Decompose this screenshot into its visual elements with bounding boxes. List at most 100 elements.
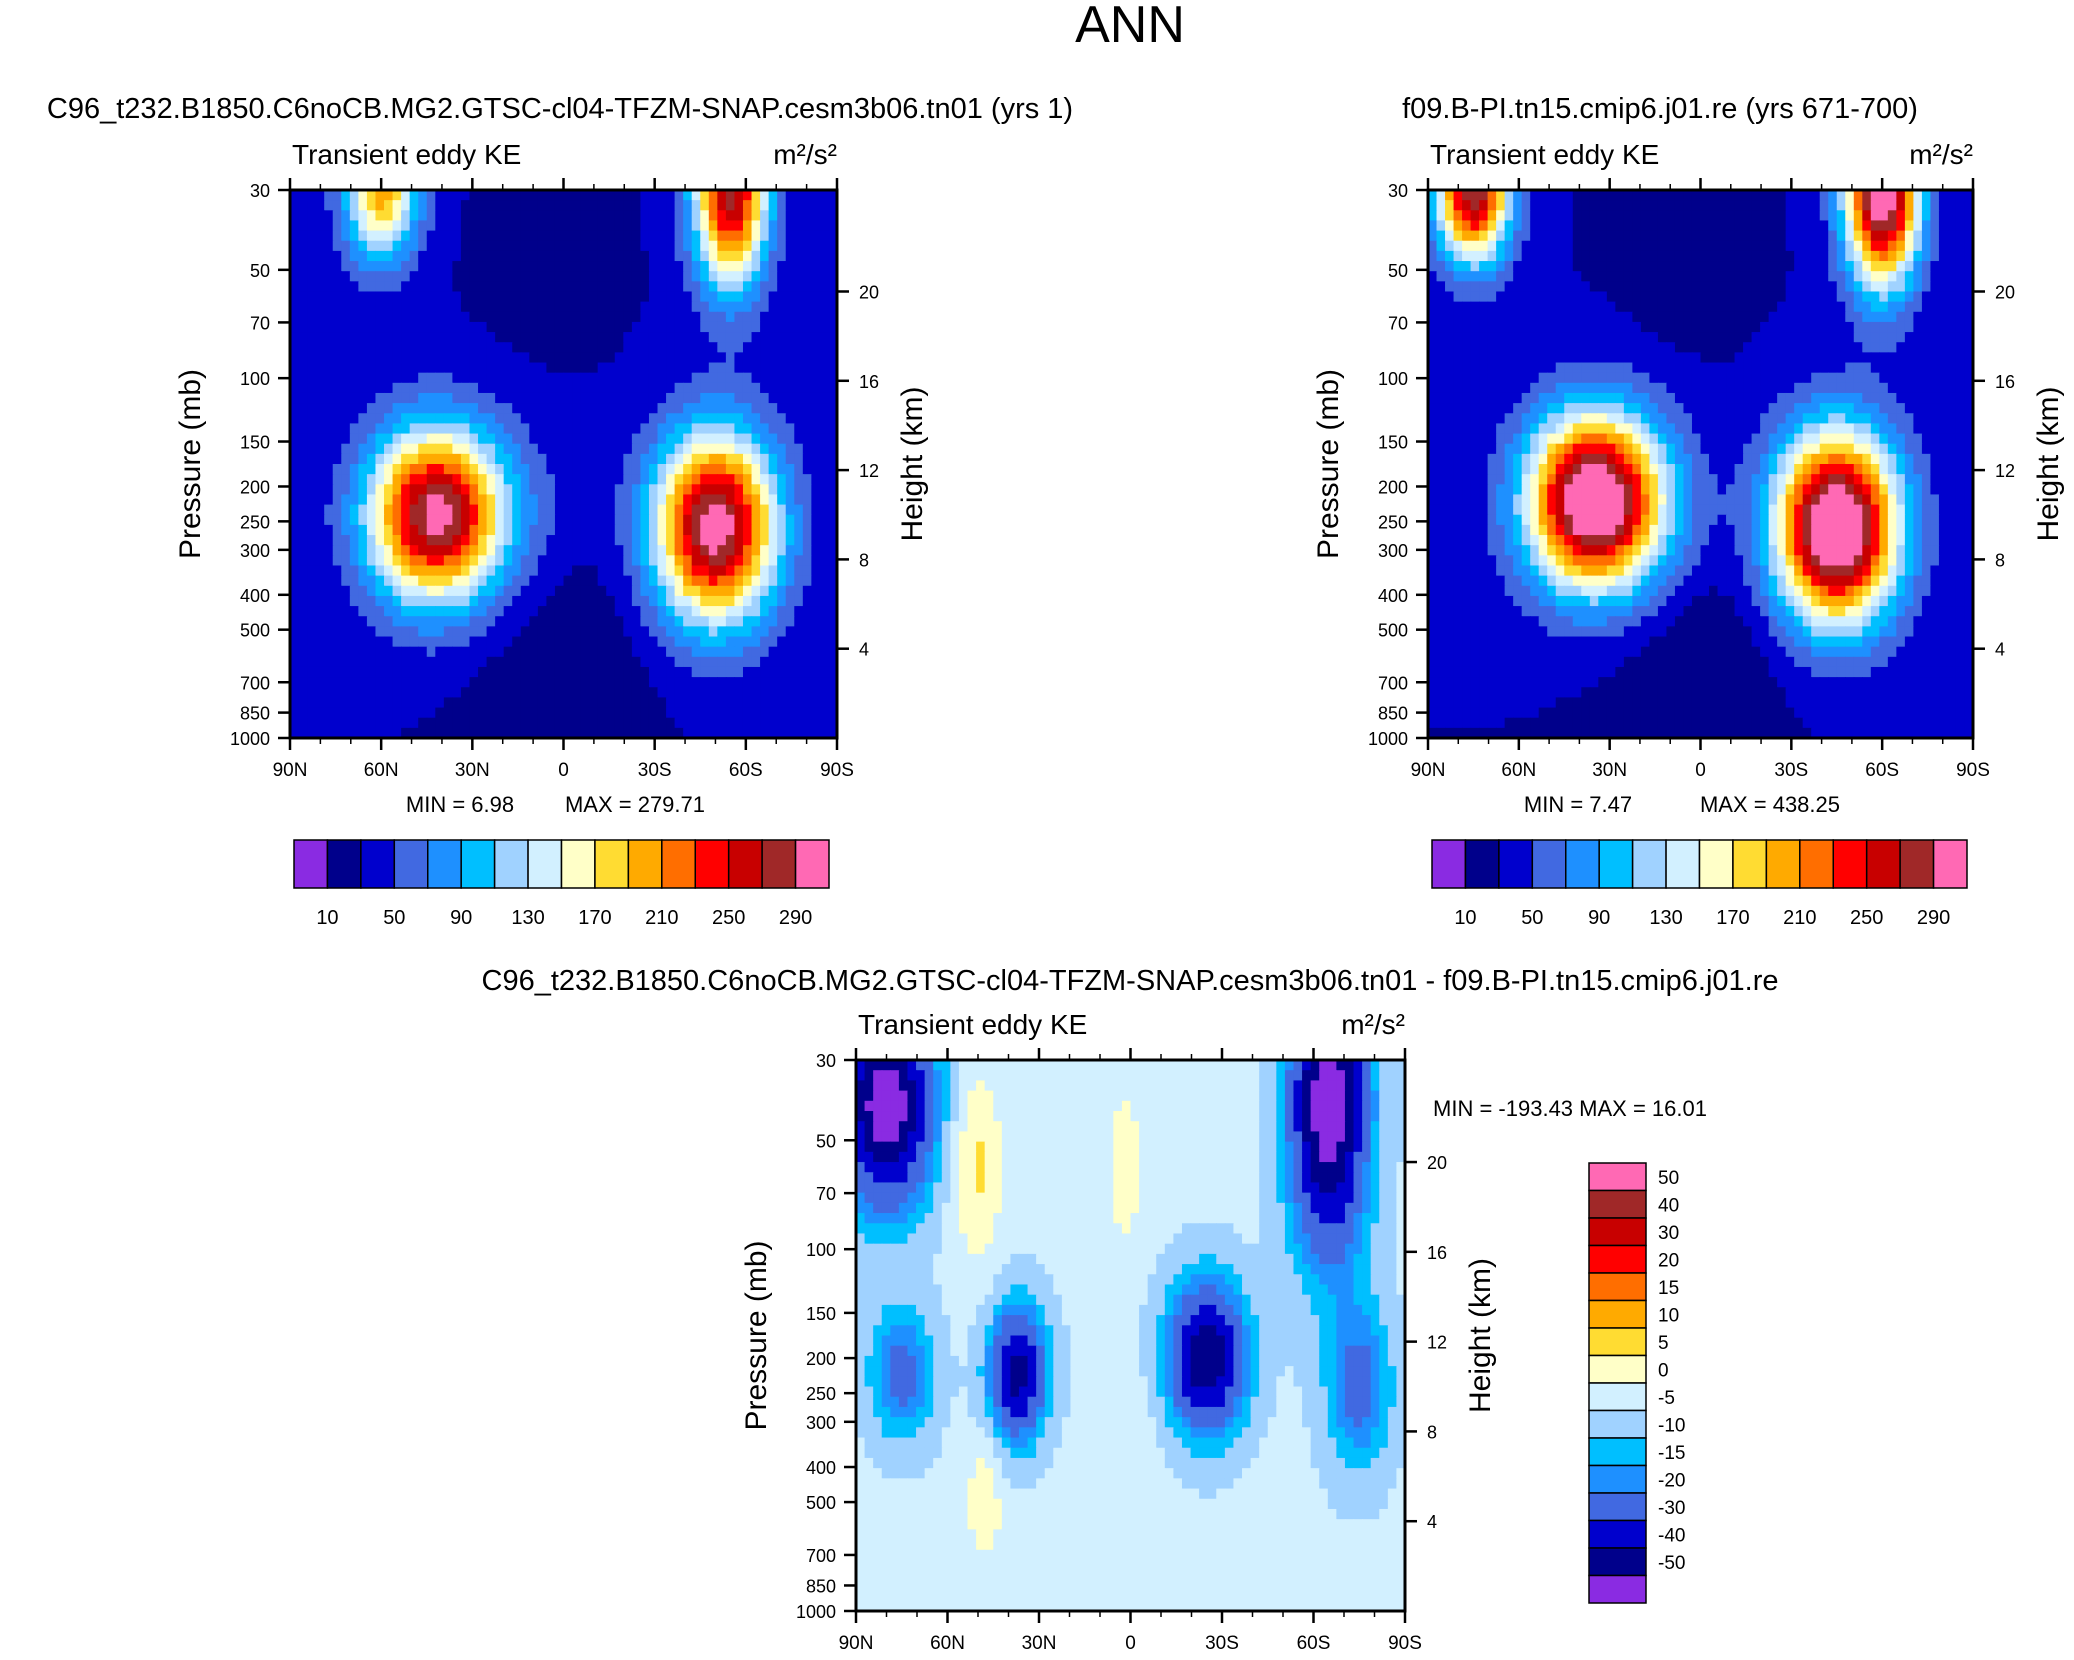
contour-cell [1649,190,1659,201]
contour-cell [742,636,753,648]
contour-cell [375,352,385,364]
contour-cell [683,250,693,262]
contour-cell [1428,392,1438,404]
contour-cell [460,494,471,506]
contour-cell [452,332,462,343]
contour-cell [742,484,753,496]
contour-cell [435,271,445,282]
contour-cell [802,281,812,293]
y-tick-label: 1000 [230,729,270,749]
contour-cell [606,443,616,455]
contour-cell [563,697,573,709]
contour-cell [597,504,607,516]
contour-cell [794,646,804,658]
contour-cell [469,413,479,425]
contour-cell [520,342,530,353]
contour-cell [666,311,676,323]
contour-cell [640,210,650,222]
contour-cell [1479,321,1489,333]
contour-cell [751,423,761,435]
contour-cell [648,230,659,242]
contour-cell [1572,271,1582,282]
contour-cell [478,535,488,546]
contour-cell [546,210,556,222]
contour-cell [341,524,351,536]
contour-cell [811,392,821,404]
contour-cell [349,504,359,516]
contour-cell [606,382,616,394]
contour-cell [751,656,761,668]
contour-cell [700,291,710,303]
contour-cell [606,321,616,333]
contour-cell [717,332,727,343]
contour-cell [785,504,795,516]
contour-cell [708,392,718,404]
contour-cell [572,677,582,688]
contour-cell [512,697,522,709]
contour-cell [597,281,607,293]
contour-cell [1657,200,1668,211]
contour-cell [1785,230,1795,242]
contour-cell [760,514,770,526]
contour-cell [1615,281,1625,293]
contour-cell [384,301,394,313]
contour-cell [572,220,582,232]
contour-cell [1640,372,1651,384]
contour-cell [298,423,308,435]
contour-cell [486,646,496,658]
contour-cell [384,372,394,384]
contour-cell [1955,190,1966,201]
contour-cell [1785,321,1795,333]
contour-cell [529,717,539,729]
contour-cell [683,687,693,699]
contour-cell [760,484,770,496]
contour-cell [597,342,607,353]
contour-cell [717,403,727,414]
contour-cell [751,524,761,536]
contour-cell [546,524,556,536]
contour-cell [1819,321,1829,333]
contour-cell [443,514,453,526]
contour-cell [366,372,377,384]
contour-cell [1862,230,1872,242]
contour-cell [486,727,496,739]
contour-cell [520,707,530,719]
contour-cell [366,504,377,516]
contour-cell [777,342,787,353]
contour-cell [1496,240,1506,252]
contour-cell [691,666,701,678]
contour-cell [307,616,317,627]
contour-cell [486,474,496,485]
contour-cell [375,565,385,577]
contour-cell [520,535,530,546]
contour-cell [1683,301,1693,313]
contour-cell [631,606,642,617]
contour-cell [409,220,419,232]
contour-cell [631,595,642,607]
contour-cell [1870,342,1880,353]
contour-cell [384,545,394,556]
contour-cell [597,352,607,364]
contour-cell [1462,261,1472,272]
contour-cell [1845,352,1855,364]
contour-cell [717,575,727,587]
contour-cell [1955,261,1966,272]
contour-cell [563,200,573,211]
contour-cell [1921,362,1932,374]
contour-cell [503,646,513,658]
contour-cell [1938,210,1949,222]
contour-cell [734,474,744,485]
contour-cell [811,677,821,688]
contour-cell [589,240,599,252]
contour-cell [478,200,488,211]
contour-cell [760,677,770,688]
contour-cell [1955,392,1966,404]
contour-cell [520,636,530,648]
contour-cell [478,474,488,485]
contour-cell [341,271,351,282]
contour-cell [1938,271,1949,282]
contour-cell [1828,301,1838,313]
contour-cell [1470,362,1480,374]
contour-cell [1904,271,1914,282]
contour-cell [589,382,599,394]
